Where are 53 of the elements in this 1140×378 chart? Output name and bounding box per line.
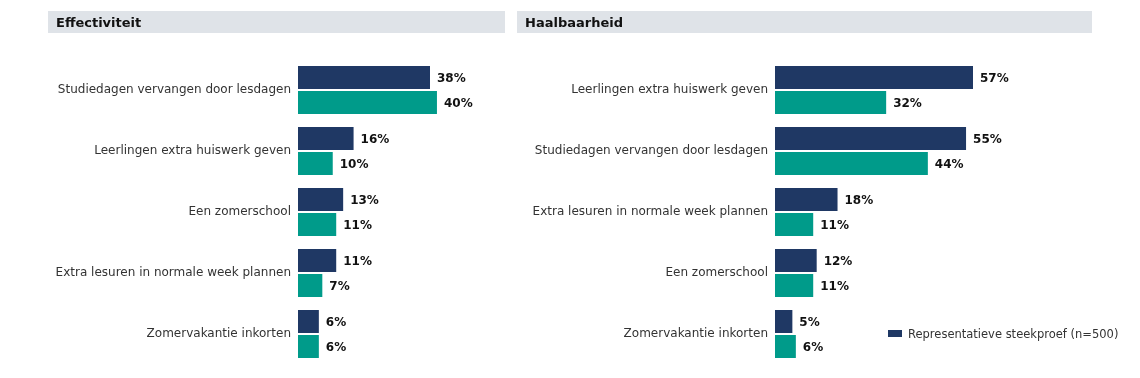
bar: [775, 91, 887, 114]
bar: [775, 274, 814, 297]
data-label: 6%: [802, 339, 824, 354]
data-label: 5%: [799, 314, 820, 329]
y-tick-label: Leerlingen extra huiswerk geven: [571, 82, 768, 96]
data-label: 40%: [443, 95, 473, 110]
data-label: 6%: [325, 339, 347, 354]
data-label: 11%: [343, 253, 372, 268]
bar: [775, 152, 928, 175]
data-label: 57%: [980, 70, 1009, 85]
bar: [775, 127, 967, 150]
bar: [775, 310, 793, 333]
bar: [775, 213, 814, 236]
bar: [298, 152, 333, 175]
data-label: 38%: [437, 70, 466, 85]
bar: [775, 188, 838, 211]
data-label: 32%: [893, 95, 922, 110]
bar: [298, 249, 337, 272]
bar: [298, 66, 430, 89]
data-label: 11%: [820, 217, 849, 232]
bar: [775, 66, 973, 89]
y-tick-label: Een zomerschool: [188, 204, 291, 218]
bar: [775, 249, 817, 272]
bar: [298, 91, 437, 114]
data-label: 6%: [325, 314, 347, 329]
legend-label: Representatieve steekproef (n=500): [908, 327, 1119, 341]
data-label: 12%: [823, 253, 853, 268]
data-label: 10%: [339, 156, 369, 171]
y-tick-label: Extra lesuren in normale week plannen: [55, 265, 291, 279]
y-tick-label: Zomervakantie inkorten: [623, 326, 768, 340]
bar: [775, 335, 796, 358]
data-label: 55%: [973, 131, 1002, 146]
data-label: 18%: [844, 192, 874, 207]
y-tick-label: Zomervakantie inkorten: [146, 326, 291, 340]
y-tick-label: Leerlingen extra huiswerk geven: [94, 143, 291, 157]
y-tick-label: Een zomerschool: [665, 265, 768, 279]
bar: [298, 274, 323, 297]
data-label: 16%: [360, 131, 390, 146]
y-tick-label: Studiedagen vervangen door lesdagen: [534, 143, 768, 157]
bar: [298, 188, 344, 211]
bar: [298, 335, 319, 358]
bar: [298, 213, 337, 236]
y-tick-label: Extra lesuren in normale week plannen: [532, 204, 768, 218]
data-label: 44%: [934, 156, 964, 171]
text: Haalbaarheid: [525, 15, 623, 30]
text: Effectiviteit: [56, 15, 142, 30]
data-label: 11%: [820, 278, 849, 293]
data-label: 13%: [350, 192, 379, 207]
data-label: 11%: [343, 217, 372, 232]
bar: [298, 127, 354, 150]
bar: [298, 310, 319, 333]
data-label: 7%: [329, 278, 350, 293]
y-tick-label: Studiedagen vervangen door lesdagen: [57, 82, 291, 96]
